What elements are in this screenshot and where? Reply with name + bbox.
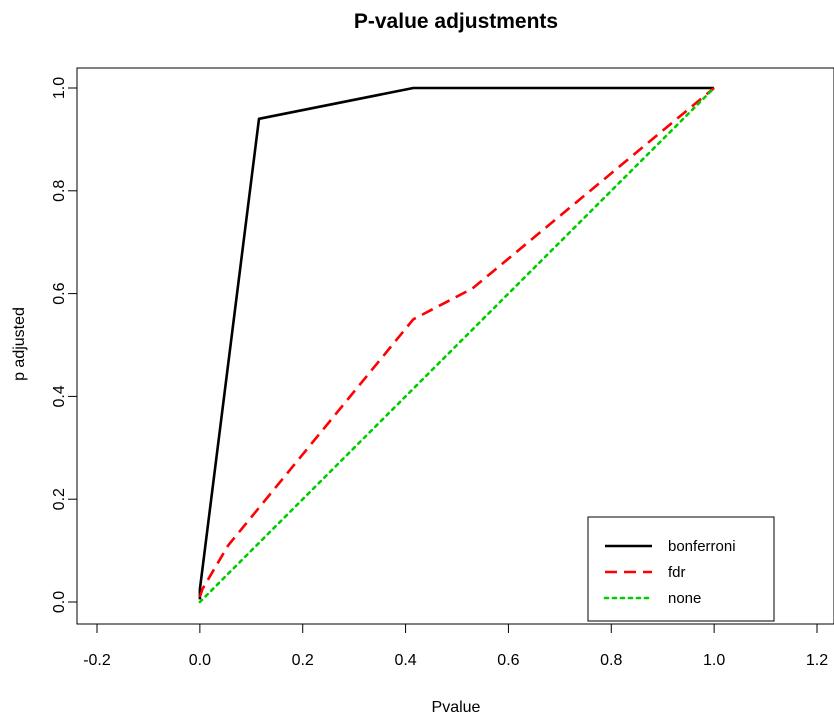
x-tick-label: 0.4	[394, 652, 416, 669]
x-axis: -0.2 0.0 0.2 0.4 0.6 0.8 1.0 1.2	[83, 623, 828, 669]
series-layer	[198, 86, 716, 604]
y-tick-label: 0.2	[51, 488, 68, 510]
legend-label-bonferroni: bonferroni	[668, 538, 736, 555]
y-axis-label: p adjusted	[11, 307, 28, 381]
y-tick-label: 0.0	[51, 591, 68, 613]
x-tick-label: 1.0	[703, 652, 725, 669]
x-tick-label: 0.6	[497, 652, 519, 669]
x-tick-label: 0.8	[600, 652, 622, 669]
x-tick-label: -0.2	[83, 652, 111, 669]
y-tick-label: 1.0	[51, 77, 68, 99]
y-tick-label: 0.8	[51, 180, 68, 202]
x-tick-label: 0.2	[292, 652, 314, 669]
series-line-bonferroni	[198, 86, 715, 600]
chart-title: P-value adjustments	[354, 10, 558, 33]
x-axis-label: Pvalue	[432, 699, 481, 716]
x-tick-label: 0.0	[189, 652, 211, 669]
legend-box	[587, 516, 775, 622]
legend-label-fdr: fdr	[668, 564, 686, 581]
x-tick-label: 1.2	[806, 652, 828, 669]
series-line-fdr	[198, 86, 715, 598]
legend: bonferroni fdr none	[587, 516, 775, 622]
y-axis: 0.0 0.2 0.4 0.6 0.8 1.0	[51, 77, 78, 613]
y-tick-label: 0.6	[51, 282, 68, 304]
legend-label-none: none	[668, 590, 701, 607]
series-line-none	[198, 86, 716, 604]
y-tick-label: 0.4	[51, 385, 68, 407]
